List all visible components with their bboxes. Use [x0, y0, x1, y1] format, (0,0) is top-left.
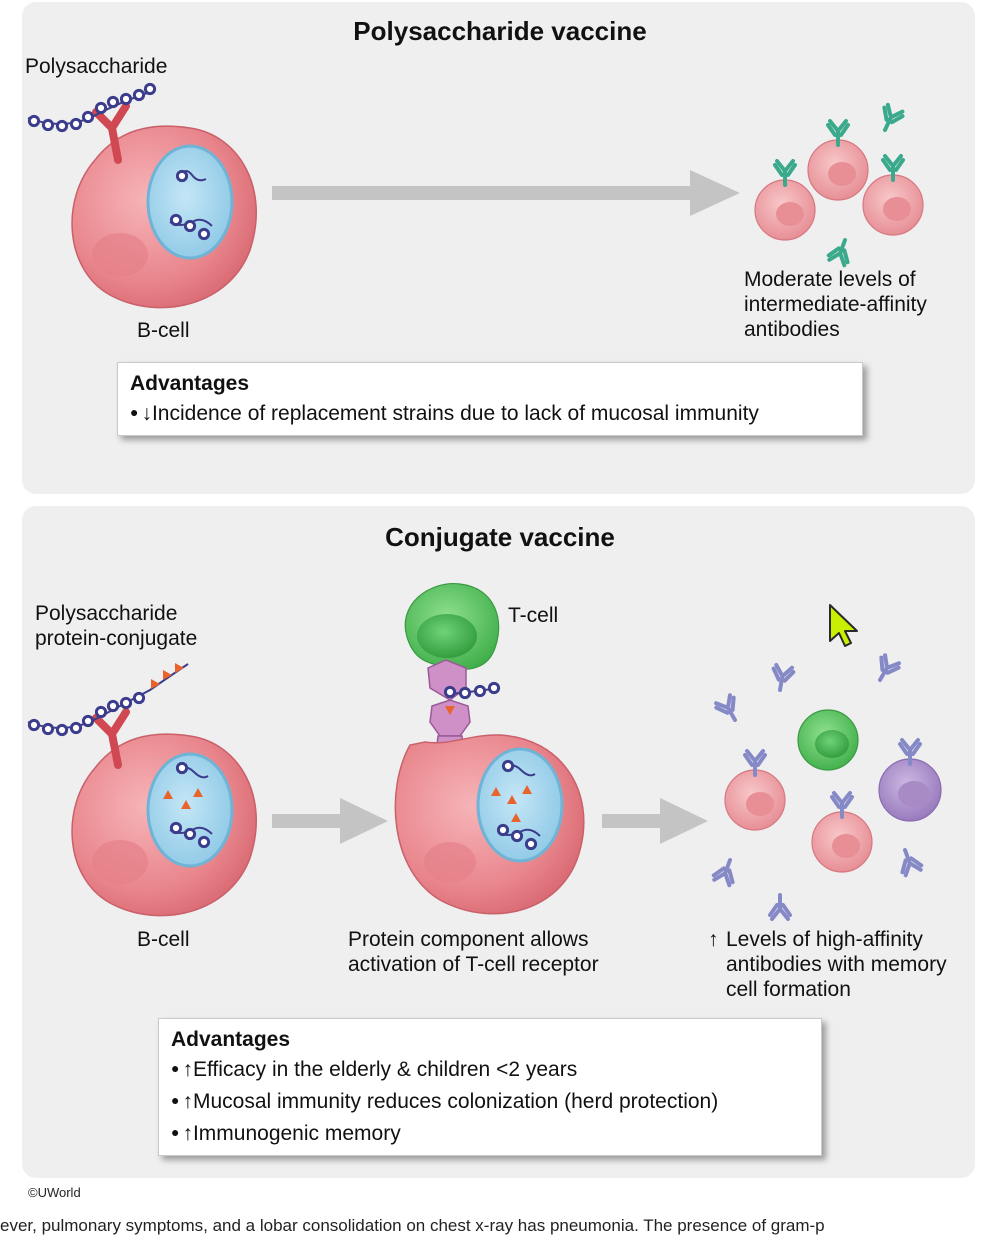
increase-arrow-icon: ↑ [182, 1058, 193, 1081]
advantage-item: ● ↓Incidence of replacement strains due t… [130, 402, 759, 425]
copyright-notice: ©UWorld [28, 1185, 81, 1200]
advantages-title: Advantages [130, 372, 250, 395]
advantage-item: ● ↑Efficacy in the elderly & children <2 … [171, 1058, 578, 1081]
advantage-text: Incidence of replacement strains due to … [151, 402, 759, 425]
increase-arrow-icon: ↑ [182, 1090, 193, 1113]
arrow-to-antibodies-bottom [602, 798, 708, 844]
b-cell-label-top: B-cell [137, 319, 190, 342]
increase-arrow-icon: ↑ [708, 928, 719, 951]
b-cell-top [71, 102, 258, 309]
advantage-item: ● ↑Immunogenic memory [171, 1122, 401, 1145]
moderate-antibodies-label: Moderate levels of intermediate-affinity… [744, 268, 927, 341]
polysaccharide-vaccine-title: Polysaccharide vaccine [353, 16, 647, 46]
memory-and-plasma-cells [710, 652, 942, 921]
advantages-box-polysaccharide: Advantages ● ↓Incidence of replacement st… [117, 362, 863, 436]
advantages-title: Advantages [171, 1028, 291, 1051]
advantages-box-conjugate: Advantages ● ↑Efficacy in the elderly & c… [158, 1018, 822, 1156]
increase-arrow-icon: ↑ [182, 1122, 193, 1145]
conjugate-label: Polysaccharide protein-conjugate [35, 602, 198, 650]
arrow-to-tcell-activation [272, 798, 388, 844]
conjugate-vaccine-title: Conjugate vaccine [385, 522, 615, 552]
activation-label: Protein component allows activation of T… [348, 928, 599, 976]
advantage-text: Mucosal immunity reduces colonization (h… [192, 1090, 719, 1113]
polysaccharide-label: Polysaccharide [25, 55, 168, 78]
high-affinity-label: Levels of high-affinity antibodies with … [726, 928, 947, 1001]
advantage-text: Immunogenic memory [192, 1122, 401, 1145]
article-text-snippet: ever, pulmonary symptoms, and a lobar co… [0, 1216, 825, 1235]
b-cell-label-bottom: B-cell [137, 928, 190, 951]
t-cell-label: T-cell [508, 604, 559, 627]
decrease-arrow-icon: ↓ [141, 402, 152, 425]
advantage-item: ● ↑Mucosal immunity reduces colonization … [171, 1090, 719, 1113]
b-cell-activated [394, 734, 585, 915]
advantage-text: Efficacy in the elderly & children <2 ye… [192, 1058, 578, 1081]
mouse-cursor-icon [829, 604, 858, 647]
polysaccharide-chain-top [27, 82, 157, 133]
b-cell-bottom [71, 708, 258, 917]
arrow-to-antibodies-top [272, 170, 740, 216]
plasma-cells-top [754, 102, 924, 268]
conjugate-chain-bottom [27, 663, 189, 737]
t-cell [404, 583, 500, 701]
